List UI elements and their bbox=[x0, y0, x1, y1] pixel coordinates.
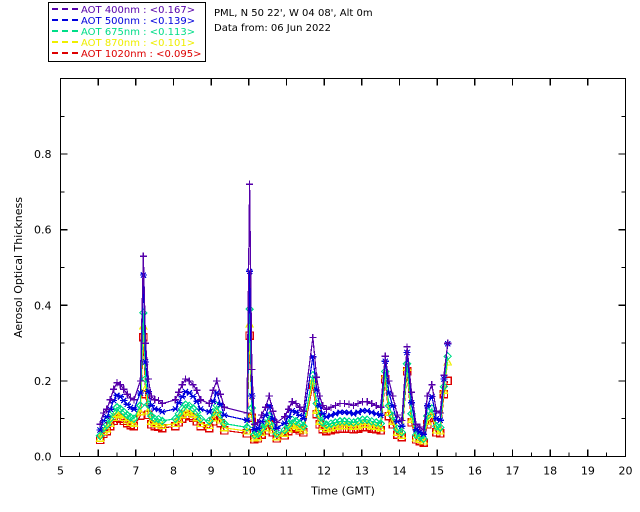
site-info-line: PML, N 50 22', W 04 08', Alt 0m bbox=[214, 8, 373, 19]
legend-label: AOT 1020nm : <0.095> bbox=[81, 49, 202, 60]
x-tick-label: 12 bbox=[317, 465, 331, 478]
legend-line-swatch-icon bbox=[52, 30, 78, 32]
legend-line-swatch-icon bbox=[52, 8, 78, 10]
x-tick-label: 5 bbox=[57, 465, 64, 478]
y-tick-label: 0.8 bbox=[34, 148, 52, 161]
legend-400nm: AOT 400nm : <0.167> bbox=[52, 5, 205, 16]
x-tick-label: 7 bbox=[132, 465, 139, 478]
x-tick-label: 20 bbox=[619, 465, 633, 478]
legend-label: AOT 500nm : <0.139> bbox=[81, 16, 196, 27]
legend-870nm: AOT 870nm : <0.101> bbox=[52, 38, 205, 49]
y-tick-label: 0.0 bbox=[34, 451, 52, 464]
y-tick-label: 0.4 bbox=[34, 299, 52, 312]
legend-line-swatch-icon bbox=[52, 19, 78, 21]
plot-frame bbox=[59, 77, 627, 458]
x-tick-label: 9 bbox=[208, 465, 215, 478]
series-675nm bbox=[95, 304, 453, 444]
x-tick-label: 8 bbox=[170, 465, 177, 478]
x-tick-label: 11 bbox=[280, 465, 294, 478]
x-tick-label: 10 bbox=[242, 465, 256, 478]
legend-line-swatch-icon bbox=[52, 41, 78, 43]
x-tick-label: 18 bbox=[543, 465, 557, 478]
legend-label: AOT 870nm : <0.101> bbox=[81, 38, 196, 49]
x-tick-label: 16 bbox=[468, 465, 482, 478]
legend-675nm: AOT 675nm : <0.113> bbox=[52, 27, 205, 38]
x-tick-label: 6 bbox=[95, 465, 102, 478]
legend-label: AOT 400nm : <0.167> bbox=[81, 5, 196, 16]
x-axis-title: Time (GMT) bbox=[310, 485, 375, 498]
legend-1020nm: AOT 1020nm : <0.095> bbox=[52, 49, 205, 60]
legend-line-swatch-icon bbox=[52, 52, 78, 54]
x-tick-label: 14 bbox=[393, 465, 407, 478]
y-axis-title: Aerosol Optical Thickness bbox=[12, 197, 25, 338]
x-tick-label: 19 bbox=[581, 465, 595, 478]
plot-header: PML, N 50 22', W 04 08', Alt 0m Data fro… bbox=[214, 6, 373, 36]
data-date-line: Data from: 06 Jun 2022 bbox=[214, 23, 332, 34]
y-tick-label: 0.6 bbox=[34, 224, 52, 237]
legend-label: AOT 675nm : <0.113> bbox=[81, 27, 196, 38]
x-tick-label: 17 bbox=[506, 465, 520, 478]
y-tick-label: 0.2 bbox=[34, 375, 52, 388]
legend: AOT 400nm : <0.167> AOT 500nm : <0.139> AO… bbox=[48, 2, 206, 62]
series-400nm bbox=[96, 180, 452, 434]
legend-500nm: AOT 500nm : <0.139> bbox=[52, 16, 205, 27]
x-tick-label: 13 bbox=[355, 465, 369, 478]
x-tick-label: 15 bbox=[430, 465, 444, 478]
